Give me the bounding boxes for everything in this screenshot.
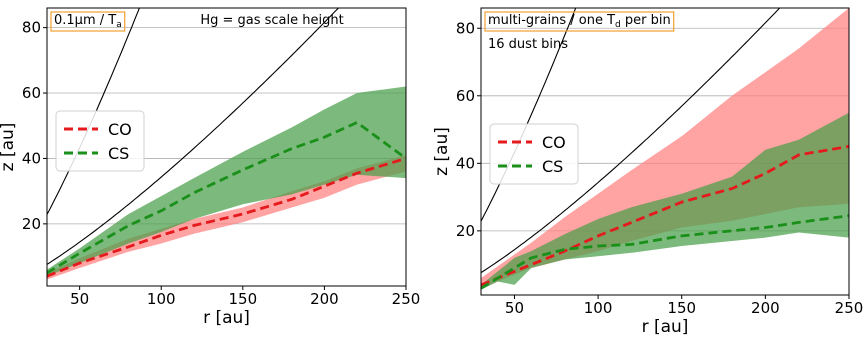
legend-label-co: CO [542,133,566,152]
band-cs [47,86,406,277]
band-cs [481,112,849,290]
axes-frame [46,7,407,287]
x-tick-label: 150 [228,290,257,308]
series-line-co [481,145,849,287]
panel-right: 3Hg1Hg5010015020025020406080r [au]z [au]… [432,7,864,337]
band-co [481,8,849,289]
hg-line-1hg [47,8,340,266]
y-tick-label: 80 [22,19,41,37]
boxed-label-frame [484,11,675,32]
boxed-label-sub: d [615,20,621,30]
plot-area [481,8,849,290]
hg-line-3hg [481,8,577,223]
legend-box [489,123,579,185]
note-text: 16 dust bins [488,37,568,52]
y-tick-label: 40 [456,154,475,172]
x-tick-label: 100 [147,290,176,308]
series-line-cs [481,214,849,290]
legend-box [55,110,145,172]
plot-area [47,8,406,280]
x-tick-label: 50 [505,299,524,317]
boxed-label: multi-grains / one Td per bin [488,13,671,30]
y-axis-title: z [au] [0,123,18,172]
y-tick-label: 20 [456,222,475,240]
legend-label-co: CO [108,120,132,139]
x-tick-label: 250 [835,299,864,317]
y-tick-label: 60 [22,84,41,102]
y-axis-title: z [au] [432,127,452,176]
panel-left: 3Hg1Hg5010015020025020406080r [au]z [au]… [0,7,421,328]
x-axis-title: r [au] [642,317,689,337]
series-line-co [47,157,406,278]
boxed-label-main: multi-grains / one T [488,13,615,28]
hg-line-3hg [47,8,141,216]
x-axis-title: r [au] [203,308,250,328]
boxed-label-frame [50,11,126,32]
note-text: Hg = gas scale height [200,13,343,28]
series-line-cs [47,120,406,275]
boxed-label-main: 0.1µm / T [54,13,116,28]
x-tick-label: 200 [751,299,780,317]
x-tick-label: 50 [70,290,89,308]
y-tick-label: 40 [22,149,41,167]
boxed-label-sub: a [116,20,122,30]
y-tick-label: 80 [456,19,475,37]
axes-frame [480,7,850,296]
y-tick-label: 20 [22,215,41,233]
x-tick-label: 250 [392,290,421,308]
x-tick-label: 100 [584,299,613,317]
hg-line-1hg [481,8,781,274]
x-tick-label: 150 [667,299,696,317]
x-tick-label: 200 [310,290,339,308]
legend-label-cs: CS [108,144,129,163]
boxed-label-tail: per bin [621,13,671,28]
legend-label-cs: CS [542,157,563,176]
boxed-label: 0.1µm / Ta [54,13,122,30]
y-tick-label: 60 [456,87,475,105]
